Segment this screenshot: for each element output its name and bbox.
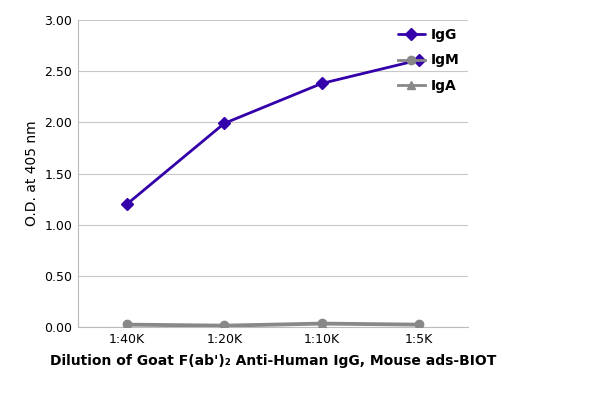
IgA (318, 322, 325, 326)
Line: IgA: IgA (122, 320, 424, 330)
IgA (221, 324, 228, 328)
Line: IgG: IgG (122, 56, 424, 208)
IgG (221, 121, 228, 126)
Y-axis label: O.D. at 405 nm: O.D. at 405 nm (25, 121, 39, 226)
IgM (318, 321, 325, 326)
IgA (416, 323, 423, 328)
IgG (416, 57, 423, 62)
Line: IgM: IgM (122, 319, 424, 329)
IgM (221, 323, 228, 328)
IgA (123, 323, 130, 328)
Legend: IgG, IgM, IgA: IgG, IgM, IgA (392, 23, 465, 98)
X-axis label: Dilution of Goat F(ab')₂ Anti-Human IgG, Mouse ads-BIOT: Dilution of Goat F(ab')₂ Anti-Human IgG,… (50, 354, 496, 368)
IgG (318, 81, 325, 86)
IgM (416, 322, 423, 326)
IgM (123, 322, 130, 326)
IgG (123, 202, 130, 207)
